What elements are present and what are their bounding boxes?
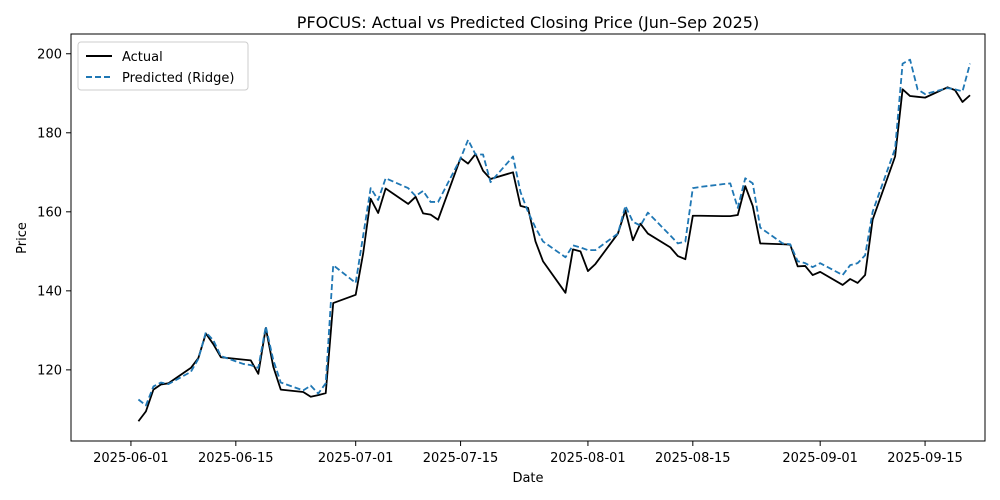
x-tick-label: 2025-09-15 xyxy=(887,451,963,466)
series-line-predicted xyxy=(137,58,971,407)
x-tick-label: 2025-08-01 xyxy=(550,451,626,466)
chart-title: PFOCUS: Actual vs Predicted Closing Pric… xyxy=(297,13,759,32)
plot-area-frame xyxy=(70,33,986,442)
series-line-actual xyxy=(137,86,971,422)
y-tick-label: 200 xyxy=(37,47,62,62)
y-tick-label: 160 xyxy=(37,205,62,220)
y-tick-label: 180 xyxy=(37,126,62,141)
legend: Actual Predicted (Ridge) xyxy=(77,41,249,91)
legend-label-actual: Actual xyxy=(122,50,163,65)
series-layer xyxy=(137,58,971,422)
x-tick-label: 2025-06-15 xyxy=(198,451,274,466)
x-tick-label: 2025-06-01 xyxy=(93,451,169,466)
x-axis-ticks: 2025-06-01 2025-06-15 2025-07-01 2025-07-15… xyxy=(93,441,963,466)
y-axis-ticks: 120 140 160 180 200 xyxy=(37,47,71,378)
x-tick-label: 2025-07-15 xyxy=(423,451,499,466)
legend-label-predicted: Predicted (Ridge) xyxy=(122,71,234,86)
y-tick-label: 140 xyxy=(37,284,62,299)
x-tick-label: 2025-08-15 xyxy=(655,451,731,466)
legend-box xyxy=(77,41,249,91)
x-axis-label: Date xyxy=(512,471,543,486)
y-axis-label: Price xyxy=(15,222,30,254)
x-tick-label: 2025-07-01 xyxy=(318,451,394,466)
x-tick-label: 2025-09-01 xyxy=(782,451,858,466)
y-tick-label: 120 xyxy=(37,363,62,378)
